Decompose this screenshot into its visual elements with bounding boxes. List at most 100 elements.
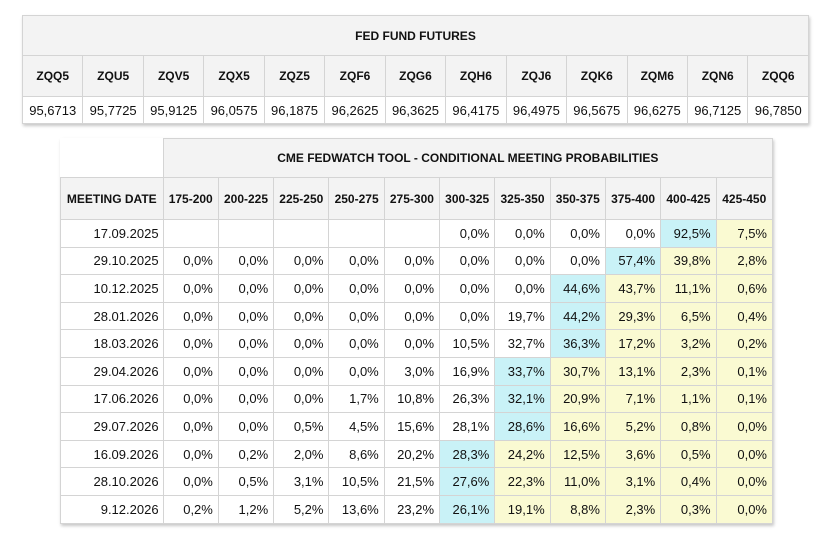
futures-price-zqn6: 96,7125 <box>686 96 749 124</box>
probability-cell: 33,7% <box>494 356 551 386</box>
futures-code-zqq5: ZQQ5 <box>21 55 84 97</box>
table-row: 29.04.2026 0,0% 0,0% 0,0% 0,0% 3,0% 16,9% 33,7%… <box>60 356 774 386</box>
futures-code-row: ZQQ5 ZQU5 ZQV5 ZQX5 ZQZ5 ZQF6 ZQG6 ZQH6 ZQJ6 ZQK6… <box>21 55 809 97</box>
probability-cell: 1,2% <box>217 494 275 524</box>
table-row: 29.10.2025 0,0% 0,0% 0,0% 0,0% 0,0% 0,0% 0,0% 0,… <box>60 246 774 276</box>
probability-cell: 0,0% <box>383 301 441 331</box>
probability-cell: 0,5% <box>217 467 275 496</box>
probability-cell: 39,8% <box>660 246 717 276</box>
fed-fund-futures-table: FED FUND FUTURES ZQQ5 ZQU5 ZQV5 ZQX5 ZQZ5 ZQF… <box>21 15 809 124</box>
meeting-date-cell: 16.09.2026 <box>60 439 164 469</box>
probability-cell: 0,0% <box>162 246 219 276</box>
table-row: 10.12.2025 0,0% 0,0% 0,0% 0,0% 0,0% 0,0% 0,0% 44… <box>60 274 774 303</box>
meeting-date-cell: 28.10.2026 <box>60 467 164 496</box>
probability-cell: 44,6% <box>549 274 606 303</box>
futures-code-zqv5: ZQV5 <box>142 55 205 97</box>
probability-cell: 0,0% <box>162 301 219 331</box>
range-header-300-325: 300-325 <box>439 177 496 220</box>
probability-cell: 7,1% <box>604 384 662 414</box>
probability-cell: 0,0% <box>439 246 496 276</box>
probability-cell: 0,0% <box>217 329 275 358</box>
futures-code-zqu5: ZQU5 <box>82 55 144 97</box>
probability-cell: 0,0% <box>217 356 275 386</box>
probability-cell: 0,0% <box>273 301 330 331</box>
corner-cell <box>60 138 164 178</box>
probability-cell: 10,5% <box>439 329 496 358</box>
meeting-date-cell: 17.06.2026 <box>60 384 164 414</box>
probability-cell: 0,0% <box>549 246 606 276</box>
probability-cell: 23,2% <box>383 494 441 524</box>
futures-code-zqg6: ZQG6 <box>384 55 447 97</box>
meeting-date-cell: 28.01.2026 <box>60 301 164 331</box>
probability-cell: 10,8% <box>383 384 441 414</box>
futures-code-zqj6: ZQJ6 <box>505 55 568 97</box>
futures-code-zqn6: ZQN6 <box>686 55 749 97</box>
probability-cell: 0,0% <box>383 274 441 303</box>
probability-cell: 24,2% <box>494 439 551 469</box>
probability-cell: 0,0% <box>217 246 275 276</box>
probability-cell <box>217 219 275 248</box>
probability-cell: 0,0% <box>328 246 385 276</box>
probability-cell: 3,0% <box>383 356 441 386</box>
probability-cell: 0,0% <box>549 219 606 248</box>
probability-cell: 2,0% <box>273 439 330 469</box>
futures-price-zqm6: 96,6275 <box>626 96 688 124</box>
probability-cell: 22,3% <box>494 467 551 496</box>
probability-cell: 27,6% <box>439 467 496 496</box>
table-row: 18.03.2026 0,0% 0,0% 0,0% 0,0% 0,0% 10,5% 32,7%… <box>60 329 774 358</box>
probability-cell: 0,0% <box>439 301 496 331</box>
probability-cell: 57,4% <box>604 246 662 276</box>
probability-cell: 0,1% <box>715 356 774 386</box>
probability-cell: 0,4% <box>660 467 717 496</box>
meeting-date-cell: 18.03.2026 <box>60 329 164 358</box>
table-row: 9.12.2026 0,2% 1,2% 5,2% 13,6% 23,2% 26,1% 19,1… <box>60 494 774 524</box>
probability-cell: 30,7% <box>549 356 606 386</box>
probability-cell: 0,0% <box>273 329 330 358</box>
futures-title: FED FUND FUTURES <box>22 15 809 56</box>
range-header-175-200: 175-200 <box>162 177 219 220</box>
probability-cell: 0,0% <box>273 356 330 386</box>
range-header-250-275: 250-275 <box>328 177 385 220</box>
probability-cell <box>273 219 330 248</box>
probability-cell: 0,0% <box>328 356 385 386</box>
probability-cell: 32,1% <box>494 384 551 414</box>
probabilities-title: CME FEDWATCH TOOL - CONDITIONAL MEETING … <box>162 138 774 178</box>
probability-cell: 10,5% <box>328 467 385 496</box>
probability-cell: 12,5% <box>549 439 606 469</box>
probability-cell: 8,8% <box>549 494 606 524</box>
probability-cell: 16,6% <box>549 412 606 441</box>
meeting-date-header: MEETING DATE <box>60 177 164 220</box>
probability-cell: 0,0% <box>494 219 551 248</box>
probability-cell: 0,0% <box>328 329 385 358</box>
probability-cell: 0,0% <box>217 384 275 414</box>
probability-cell: 44,2% <box>549 301 606 331</box>
range-header-400-425: 400-425 <box>660 177 717 220</box>
probability-cell: 0,0% <box>162 329 219 358</box>
probabilities-body: 17.09.2025 0,0% 0,0% 0,0% 0,0% 92,5% 7,5% 29.10… <box>60 219 774 524</box>
probability-cell: 11,0% <box>549 467 606 496</box>
table-row: 16.09.2026 0,0% 0,2% 2,0% 8,6% 20,2% 28,3% 24,2… <box>60 439 774 469</box>
table-row: 17.06.2026 0,0% 0,0% 0,0% 1,7% 10,8% 26,3% 32,1… <box>60 384 774 414</box>
probability-cell: 0,0% <box>162 384 219 414</box>
probability-cell: 0,0% <box>162 274 219 303</box>
probability-cell: 19,7% <box>494 301 551 331</box>
probability-cell: 20,2% <box>383 439 441 469</box>
probability-cell: 0,0% <box>328 301 385 331</box>
probability-cell: 0,0% <box>383 329 441 358</box>
probability-cell: 5,2% <box>604 412 662 441</box>
probability-cell: 0,2% <box>715 329 774 358</box>
futures-price-zqf6: 96,2625 <box>324 96 386 124</box>
probability-cell: 4,5% <box>328 412 385 441</box>
probability-cell: 0,5% <box>660 439 717 469</box>
probability-cell: 2,3% <box>604 494 662 524</box>
meeting-date-cell: 29.07.2026 <box>60 412 164 441</box>
futures-price-zqu5: 95,7725 <box>82 96 144 124</box>
probability-cell: 21,5% <box>383 467 441 496</box>
futures-price-zqh6: 96,4175 <box>445 96 507 124</box>
futures-price-zqk6: 96,5675 <box>566 96 628 124</box>
probability-cell: 28,1% <box>439 412 496 441</box>
probability-cell: 2,3% <box>660 356 717 386</box>
probability-cell: 0,2% <box>162 494 219 524</box>
probability-cell: 0,0% <box>383 246 441 276</box>
range-header-375-400: 375-400 <box>604 177 662 220</box>
